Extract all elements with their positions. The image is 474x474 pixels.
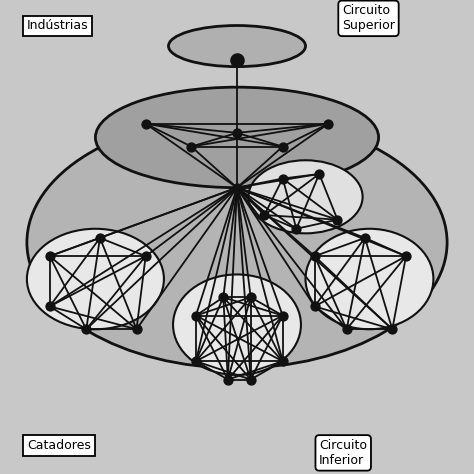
Ellipse shape bbox=[168, 26, 306, 67]
Point bbox=[279, 175, 286, 182]
Point bbox=[96, 234, 104, 242]
Text: Circuito
Inferior: Circuito Inferior bbox=[319, 439, 367, 467]
Point bbox=[389, 326, 396, 333]
Point bbox=[142, 120, 149, 128]
Point bbox=[219, 293, 227, 301]
Ellipse shape bbox=[248, 160, 363, 233]
Point bbox=[361, 234, 369, 242]
Point bbox=[279, 143, 286, 150]
Point bbox=[334, 216, 341, 223]
Point bbox=[402, 252, 410, 260]
Point bbox=[292, 225, 300, 233]
Point bbox=[142, 252, 149, 260]
Point bbox=[247, 293, 255, 301]
Point bbox=[311, 252, 319, 260]
Text: Indústrias: Indústrias bbox=[27, 19, 89, 32]
Ellipse shape bbox=[173, 274, 301, 375]
Ellipse shape bbox=[27, 229, 164, 329]
Point bbox=[247, 376, 255, 383]
Point bbox=[188, 143, 195, 150]
Point bbox=[315, 170, 323, 178]
Point bbox=[325, 120, 332, 128]
Point bbox=[233, 184, 241, 191]
Point bbox=[233, 56, 241, 64]
Point bbox=[133, 326, 140, 333]
Ellipse shape bbox=[306, 229, 433, 329]
Point bbox=[233, 129, 241, 137]
Text: Circuito
Superior: Circuito Superior bbox=[342, 4, 395, 32]
Ellipse shape bbox=[27, 117, 447, 368]
Point bbox=[343, 326, 350, 333]
Point bbox=[311, 302, 319, 310]
Point bbox=[279, 357, 286, 365]
Point bbox=[192, 312, 200, 319]
Point bbox=[82, 326, 90, 333]
Point bbox=[279, 312, 286, 319]
Point bbox=[192, 357, 200, 365]
Point bbox=[261, 211, 268, 219]
Text: Catadores: Catadores bbox=[27, 439, 91, 452]
Point bbox=[46, 252, 54, 260]
Point bbox=[46, 302, 54, 310]
Point bbox=[224, 376, 232, 383]
Ellipse shape bbox=[95, 87, 379, 188]
